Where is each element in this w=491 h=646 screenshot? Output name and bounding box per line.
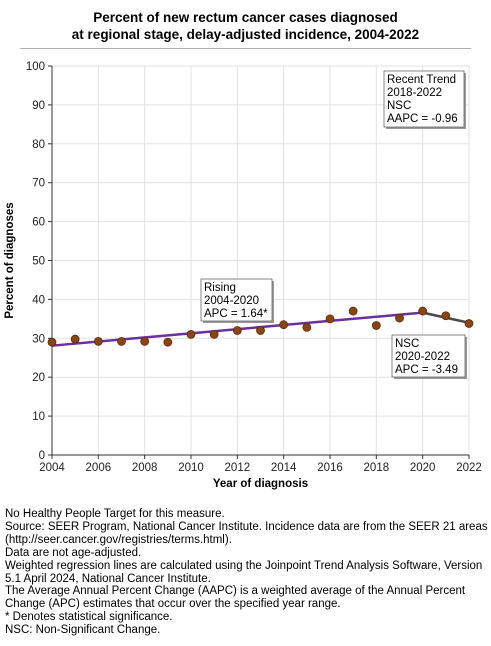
annotation-frame	[200, 278, 273, 322]
data-point	[371, 321, 381, 330]
x-tick-label: 2020	[410, 462, 436, 474]
title-divider	[20, 48, 471, 49]
y-tick-label: 90	[32, 100, 45, 112]
title-line-1: Percent of new rectum cancer cases diagn…	[93, 10, 398, 25]
annotation-text: Recent Trend	[387, 74, 456, 86]
annotation-text: Rising	[204, 282, 236, 294]
y-tick-label: 70	[32, 178, 45, 190]
annotation-frame	[391, 334, 466, 378]
x-tick-label: 2006	[86, 462, 112, 474]
data-point	[186, 330, 196, 339]
footnote: Weighted regression lines are calculated…	[5, 559, 483, 585]
x-tick-label: 2016	[317, 462, 343, 474]
footnote: Data are not age-adjusted.	[5, 546, 142, 559]
x-tick-label: 2004	[39, 462, 65, 474]
annotation-frame	[383, 70, 465, 128]
annotation-text: NSC	[387, 100, 411, 112]
footnote: Source: SEER Program, National Cancer In…	[5, 520, 488, 546]
x-tick-label: 2010	[178, 462, 204, 474]
data-point	[418, 306, 428, 316]
y-tick-label: 20	[32, 372, 45, 384]
chart-title: Percent of new rectum cancer cases diagn…	[0, 9, 491, 43]
x-tick-label: 2022	[456, 462, 482, 474]
footnote: No Healthy People Target for this measur…	[5, 508, 225, 520]
footnote: The Average Annual Percent Change (AAPC)…	[5, 585, 466, 611]
data-point	[348, 306, 358, 316]
chart: 0 10 20 30 40 50 60 70 80 90 100 2004 2006 2008 2010 20…	[4, 61, 482, 490]
data-point	[117, 337, 126, 346]
y-axis-label: Percent of diagnoses	[4, 202, 16, 318]
annotation-text: 2004-2020	[204, 295, 259, 307]
data-point	[325, 314, 335, 324]
annotation-text: NSC	[395, 338, 419, 350]
y-tick-label: 50	[32, 256, 45, 268]
footnotes: No Healthy People Target for this measur…	[5, 508, 489, 637]
x-tick-label: 2012	[225, 462, 251, 474]
data-point	[140, 337, 150, 346]
data-point	[395, 313, 404, 323]
title-line-2: at regional stage, delay-adjusted incide…	[71, 27, 420, 42]
annotation-text: 2018-2022	[387, 87, 442, 99]
data-point	[256, 326, 265, 335]
data-point	[464, 319, 474, 328]
data-point	[70, 334, 80, 344]
y-tick-label: 10	[32, 411, 45, 423]
footnote: NSC: Non-Significant Change.	[5, 624, 161, 637]
data-point	[93, 337, 103, 346]
y-tick-label: 80	[32, 139, 45, 151]
data-point	[441, 311, 451, 321]
x-tick-label: 2018	[364, 462, 390, 474]
data-point	[302, 323, 312, 332]
footnote: * Denotes statistical significance.	[5, 611, 173, 624]
annotation-text: APC = -3.49	[395, 364, 458, 376]
x-tick-label: 2008	[132, 462, 158, 474]
x-axis-label: Year of diagnosis	[213, 478, 308, 490]
data-point	[163, 337, 173, 347]
annotation-text: APC = 1.64*	[204, 308, 268, 320]
data-point	[209, 330, 219, 339]
data-point	[279, 320, 289, 330]
y-tick-label: 30	[32, 333, 45, 345]
y-tick-label: 100	[26, 61, 45, 73]
y-tick-label: 0	[39, 450, 45, 462]
annotation-text: AAPC = -0.96	[387, 113, 458, 125]
y-tick-label: 40	[32, 294, 45, 306]
y-tick-label: 60	[32, 217, 45, 229]
x-tick-label: 2014	[271, 462, 297, 474]
data-point	[47, 337, 57, 347]
data-point	[232, 326, 242, 335]
annotation-text: 2020-2022	[395, 351, 450, 363]
